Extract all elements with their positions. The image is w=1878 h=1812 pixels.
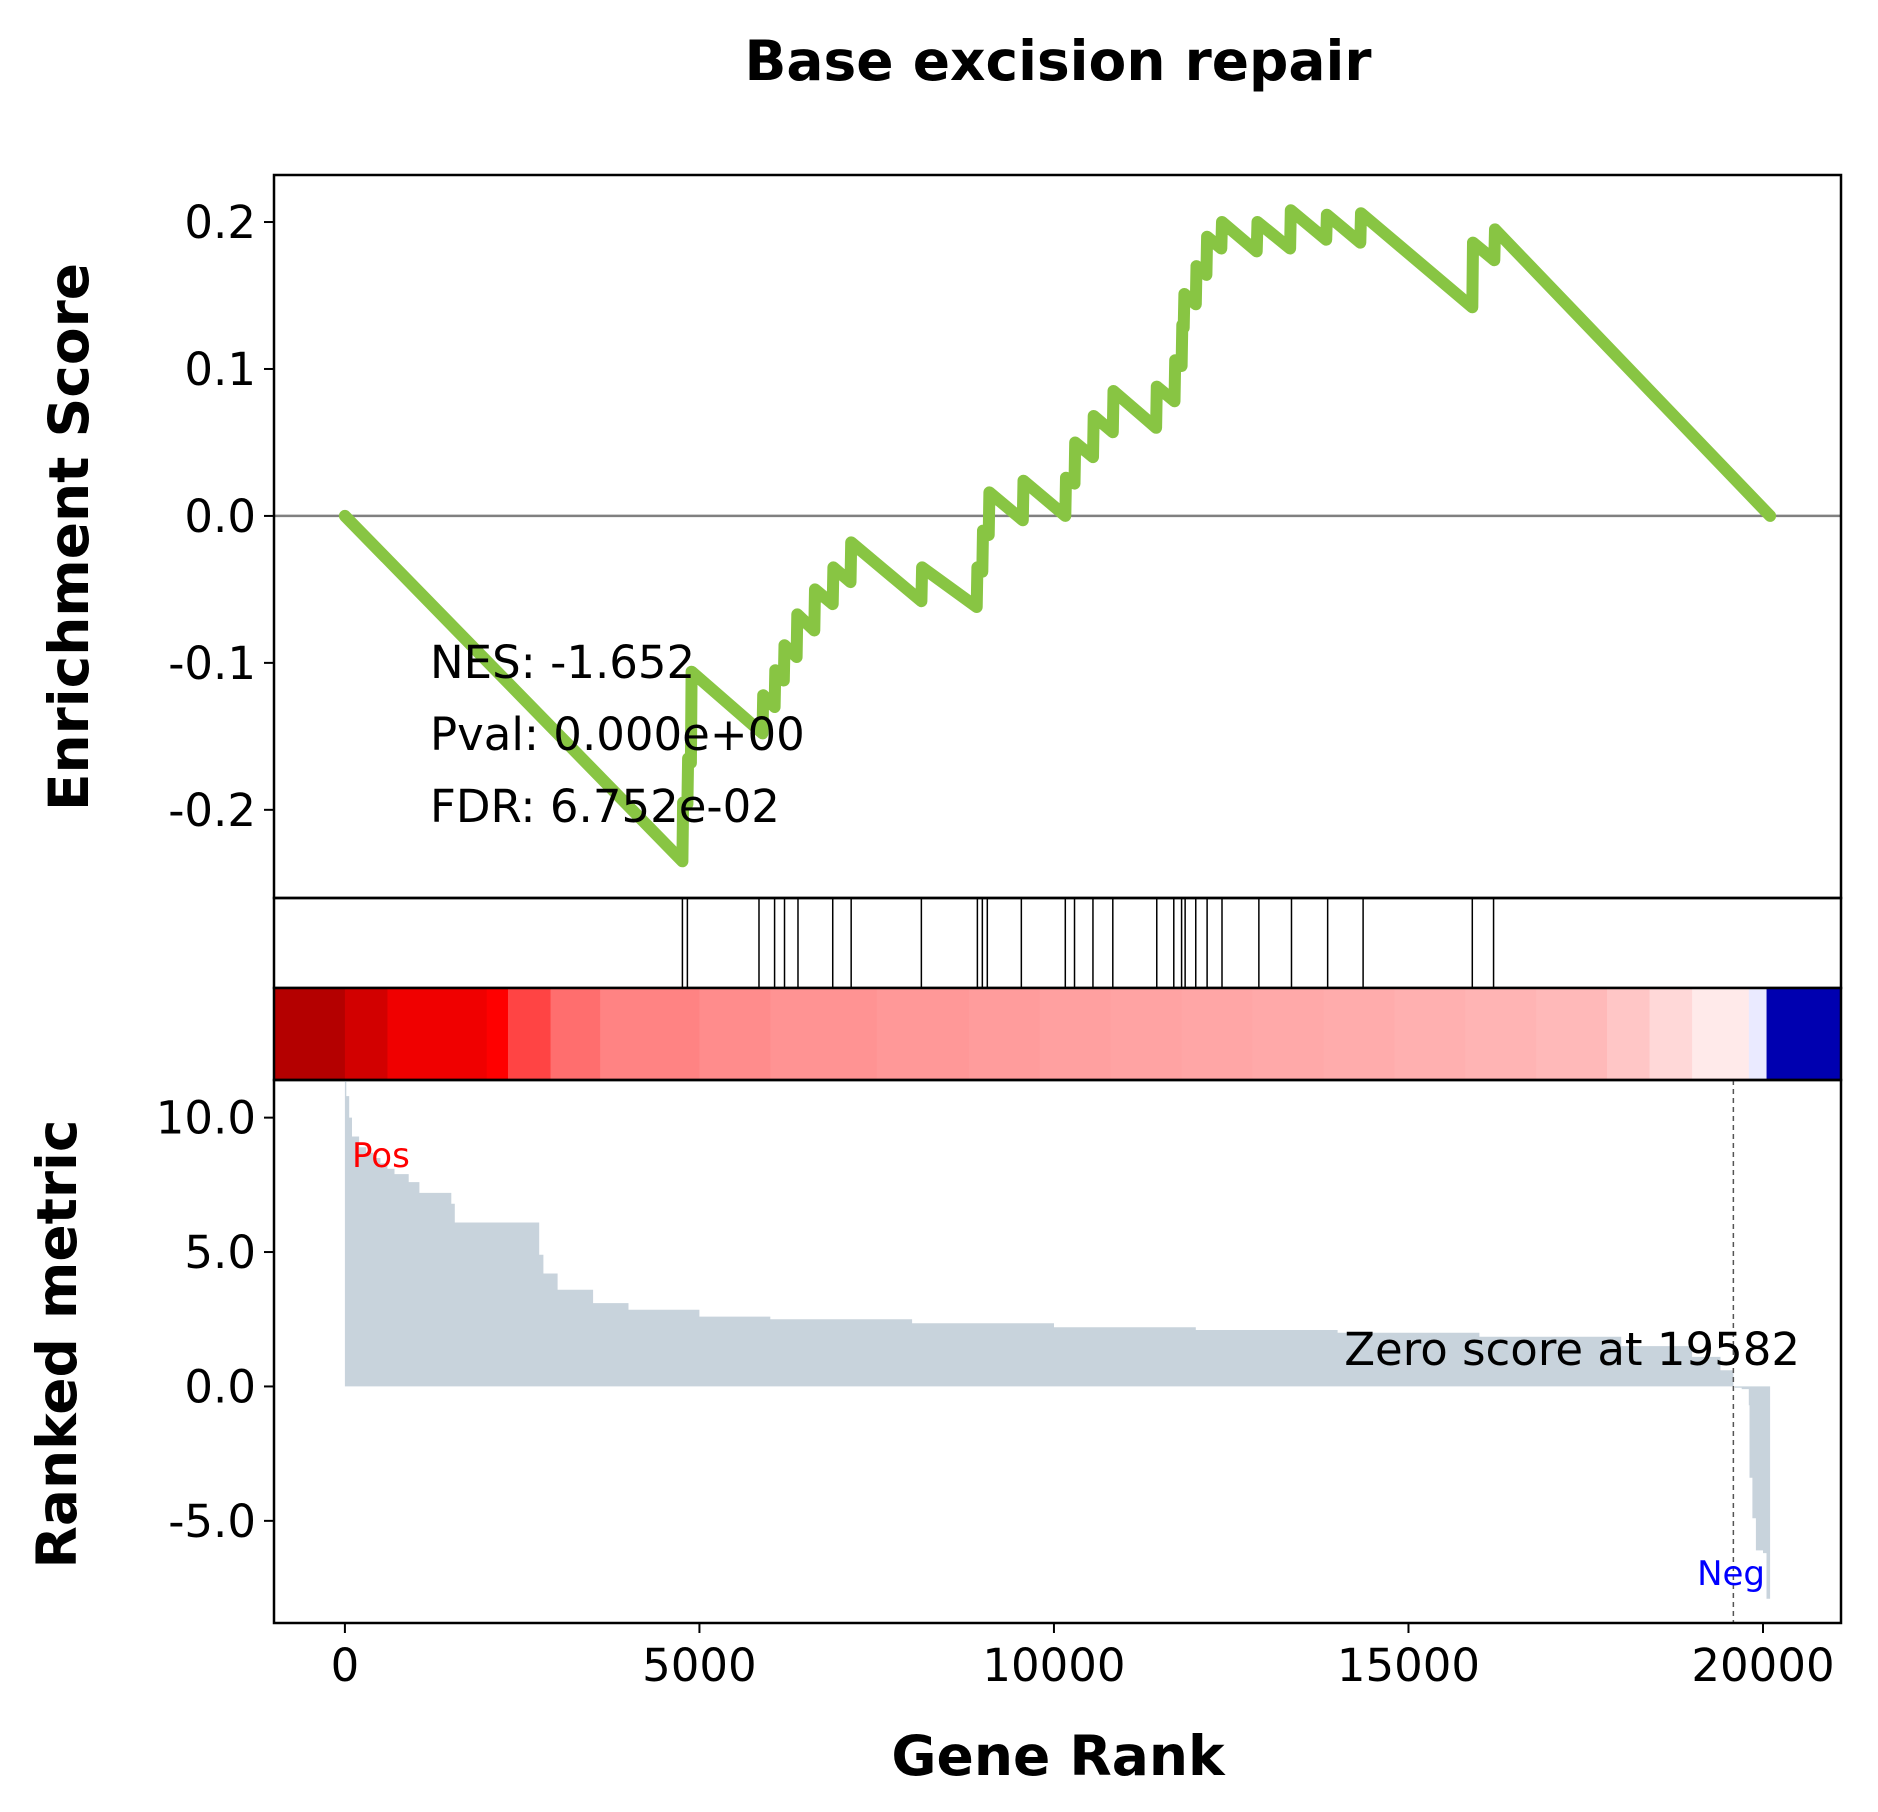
heatmap-cell-7 xyxy=(699,988,771,1080)
heatmap-cell-13 xyxy=(1181,988,1254,1080)
rm-y-tick-label-2: 0.0 xyxy=(184,1360,256,1413)
es-y-tick-label-0: 0.2 xyxy=(184,196,256,249)
rm-y-tick-label-3: -5.0 xyxy=(168,1495,256,1548)
heatmap-cell-17 xyxy=(1465,988,1537,1080)
es-y-tick-label-3: -0.1 xyxy=(168,637,256,690)
hits-panel-frame xyxy=(272,896,1843,990)
heatmap-cell-5 xyxy=(550,988,601,1080)
heatmap-cell-1 xyxy=(344,988,389,1080)
chart-title: Base excision repair xyxy=(744,29,1371,93)
heatmap-cell-16 xyxy=(1394,988,1466,1080)
heatmap-cell-20 xyxy=(1649,988,1693,1080)
x-tick-label-0: 0 xyxy=(331,1639,360,1692)
heatmap-cell-19 xyxy=(1607,988,1651,1080)
heatmap-cell-4 xyxy=(507,988,552,1080)
es-y-axis-label: Enrichment Score xyxy=(37,263,101,811)
rm-y-tick-label-1: 5.0 xyxy=(184,1226,256,1279)
heatmap-cell-14 xyxy=(1252,988,1324,1080)
heatmap-cell-21 xyxy=(1692,988,1750,1080)
neg-label: Neg xyxy=(1697,1554,1765,1594)
zero-score-label: Zero score at 19582 xyxy=(1344,1323,1800,1376)
enrichment-score-panel: 0.2 0.1 0.0 -0.1 -0.2 NES: -1.652 Pval: 0.00… xyxy=(37,173,1843,900)
rm-y-axis-label: Ranked metric xyxy=(25,1119,89,1568)
rm-y-tick-label-0: 10.0 xyxy=(156,1092,256,1145)
x-tick-label-4: 20000 xyxy=(1691,1639,1834,1692)
es-y-ticks: 0.2 0.1 0.0 -0.1 -0.2 xyxy=(168,196,274,837)
x-axis-label: Gene Rank xyxy=(891,1724,1226,1788)
hits-panel xyxy=(272,896,1843,990)
ranked-metric-panel: 10.0 5.0 0.0 -5.0 Pos Neg Zero score at 195… xyxy=(25,1078,1843,1625)
es-y-tick-label-2: 0.0 xyxy=(184,490,256,543)
heatmap-cell-11 xyxy=(1039,988,1112,1080)
fdr-stat: FDR: 6.752e-02 xyxy=(430,780,780,833)
x-tick-label-2: 10000 xyxy=(982,1639,1125,1692)
ranked-metric-area xyxy=(344,1080,1771,1599)
es-y-tick-label-1: 0.1 xyxy=(184,343,256,396)
heatmap-cell-18 xyxy=(1536,988,1608,1080)
heatmap-cell-23 xyxy=(1766,988,1842,1080)
heatmap-cell-3 xyxy=(486,988,509,1080)
heatmap-cell-9 xyxy=(876,988,970,1080)
heatmap-cell-15 xyxy=(1323,988,1395,1080)
heatmap-cell-2 xyxy=(387,988,488,1080)
heatmap-cell-0 xyxy=(274,988,346,1080)
x-tick-label-3: 15000 xyxy=(1337,1639,1480,1692)
heatmap-cell-12 xyxy=(1110,988,1183,1080)
es-y-tick-label-4: -0.2 xyxy=(168,784,256,837)
rm-panel-frame xyxy=(272,1078,1843,1625)
x-tick-label-1: 5000 xyxy=(642,1639,757,1692)
x-ticks: 0 5000 10000 15000 20000 xyxy=(331,1623,1835,1692)
heatmap-cell-8 xyxy=(770,988,878,1080)
rank-heatmap xyxy=(272,986,1843,1082)
pval-stat: Pval: 0.000e+00 xyxy=(430,708,805,761)
pos-label: Pos xyxy=(352,1136,410,1176)
heatmap-cell-6 xyxy=(600,988,701,1080)
rm-y-ticks: 10.0 5.0 0.0 -5.0 xyxy=(156,1092,274,1548)
gene-hits xyxy=(681,898,1495,988)
heatmap-cell-22 xyxy=(1748,988,1768,1080)
heatmap-cell-10 xyxy=(968,988,1041,1080)
nes-stat: NES: -1.652 xyxy=(430,636,695,689)
enrichment-score-line xyxy=(338,204,1777,868)
